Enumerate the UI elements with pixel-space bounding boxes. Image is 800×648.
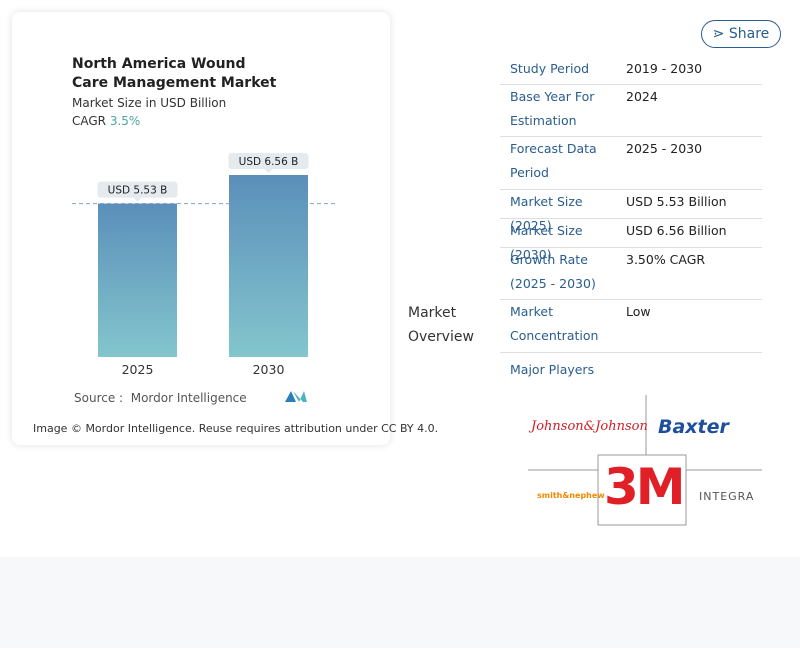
table-value: USD 5.53 Billion [626,194,727,209]
table-row: Market Concentration Low [500,300,762,353]
table-value: USD 6.56 Billion [626,223,727,238]
x-tick-label: 2025 [122,362,154,377]
cagr: CAGR 3.5% [72,114,140,128]
value-label-pointer [264,169,273,173]
table-label: Market Concentration [510,304,599,343]
x-tick-label: 2030 [253,362,285,377]
table-row: Base Year For Estimation 2024 [500,85,762,137]
bar [98,203,177,357]
source-label: Source : [74,391,124,405]
source-logo [285,391,307,402]
table-value: 3.50% CAGR [626,252,706,267]
value-label-bg [228,153,309,169]
chart-subtitle: Market Size in USD Billion [72,96,227,110]
table-value: 2019 - 2030 [626,61,703,76]
cagr-value: 3.5% [109,114,141,128]
player-logo: smith&nephew [537,491,605,500]
table-value: 2024 [626,89,658,104]
table-value: 2025 - 2030 [626,141,703,156]
table-row: Growth Rate (2025 - 2030) 3.50% CAGR [500,248,762,300]
table-label: Base Year For Estimation [510,89,595,128]
footer-band [0,557,800,648]
value-label-pointer [133,197,142,202]
share-label[interactable]: Share [728,26,770,42]
table-row: Study Period 2019 - 2030 [500,57,762,85]
value-label: USD 6.56 B [239,156,299,168]
player-logo: Johnson&Johnson [531,419,648,434]
logo-grid [528,395,762,526]
player-logo: Baxter [658,416,729,438]
section-label: Market Overview [408,305,474,345]
player-logo: 3M [604,458,686,516]
table-label: Market Size (2030) [510,223,583,262]
table-row: Forecast Data Period 2025 - 2030 [500,137,762,190]
info-table: Study Period 2019 - 2030 Base Year For Est… [500,57,762,353]
chart: USD 5.53 B 2025 USD 6.56 B 2030 [72,153,336,402]
table-label: Market Size (2025) [510,194,583,233]
chart-title: North America Wound Care Management Mark… [72,56,277,91]
table-label: Study Period [510,61,590,76]
bar [229,175,308,357]
source-name: Mordor Intelligence [130,391,247,405]
table-label: Forecast Data Period [510,141,597,180]
player-logo: INTEGRA [699,490,755,503]
chart-card [12,12,390,445]
table-label: Growth Rate (2025 - 2030) [510,252,596,291]
table-value: Low [626,304,651,319]
cagr-label: CAGR [72,114,107,128]
players-label: Major Players [510,362,595,377]
source: Source : Mordor Intelligence [74,391,247,405]
share-button[interactable]: ⋗ Share [701,20,781,48]
value-label-bg [97,181,178,198]
table-row: Market Size (2030) USD 6.56 Billion [500,219,762,262]
value-label: USD 5.53 B [108,185,168,197]
attribution: Image © Mordor Intelligence. Reuse requi… [33,422,439,435]
table-row: Market Size (2025) USD 5.53 Billion [500,190,762,233]
